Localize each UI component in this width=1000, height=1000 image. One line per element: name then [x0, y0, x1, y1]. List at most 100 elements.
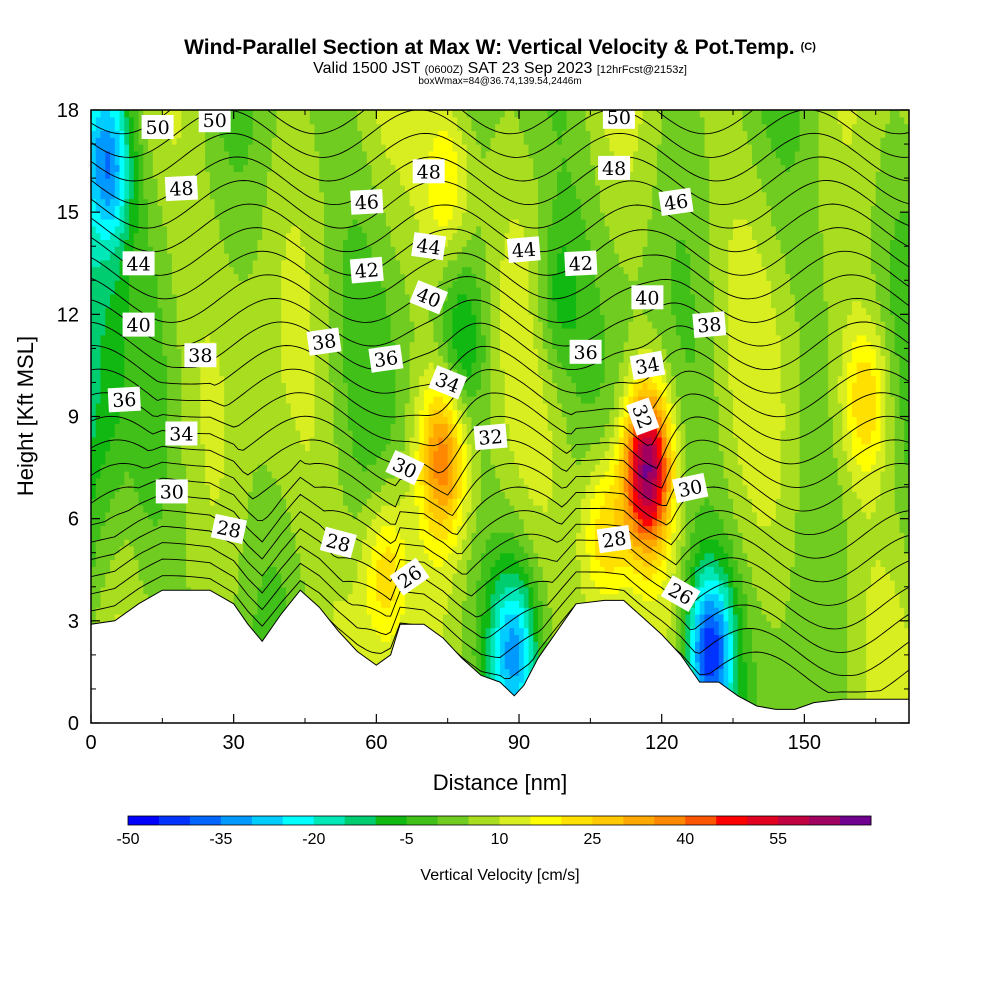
- w-cell: [209, 246, 216, 254]
- w-cell: [214, 552, 221, 561]
- w-cell: [276, 348, 282, 356]
- w-cell: [352, 566, 358, 574]
- w-cell: [257, 573, 263, 581]
- w-cell: [167, 307, 173, 315]
- w-cell: [252, 157, 259, 166]
- w-cell: [252, 171, 259, 179]
- w-cell: [281, 518, 287, 527]
- w-cell: [133, 246, 140, 254]
- w-cell: [228, 287, 235, 295]
- w-cell: [324, 164, 330, 172]
- w-cell: [281, 150, 287, 159]
- w-cell: [110, 450, 116, 458]
- w-cell: [200, 539, 206, 547]
- w-cell: [243, 586, 249, 595]
- w-cell: [148, 110, 154, 118]
- w-cell: [114, 212, 121, 220]
- w-cell: [181, 409, 187, 418]
- w-cell: [285, 579, 292, 588]
- w-cell: [195, 273, 201, 281]
- w-cell: [252, 348, 259, 356]
- w-cell: [257, 212, 263, 220]
- w-cell: [119, 355, 125, 363]
- w-cell: [247, 389, 254, 397]
- w-cell: [247, 314, 254, 322]
- w-cell: [319, 157, 325, 166]
- w-cell: [171, 314, 178, 322]
- w-cell: [186, 532, 192, 540]
- w-cell: [228, 566, 235, 574]
- w-cell: [262, 253, 268, 261]
- w-cell: [324, 573, 330, 581]
- w-cell: [262, 246, 268, 254]
- w-cell: [333, 368, 339, 377]
- w-cell: [238, 314, 244, 322]
- w-cell: [91, 443, 97, 452]
- w-cell: [343, 110, 349, 118]
- w-cell: [243, 614, 249, 622]
- w-cell: [295, 116, 301, 125]
- w-cell: [343, 307, 349, 315]
- w-cell: [171, 552, 178, 561]
- w-cell: [224, 266, 230, 275]
- w-cell: [176, 273, 182, 281]
- w-cell: [205, 259, 211, 268]
- w-cell: [148, 525, 154, 533]
- w-cell: [200, 477, 206, 486]
- w-cell: [133, 593, 140, 601]
- w-cell: [233, 457, 240, 465]
- w-cell: [228, 110, 235, 118]
- w-cell: [105, 375, 111, 384]
- w-cell: [228, 491, 235, 499]
- w-cell: [205, 375, 211, 384]
- w-cell: [110, 314, 116, 322]
- w-cell: [333, 518, 339, 527]
- w-cell: [133, 436, 140, 445]
- w-cell: [262, 620, 268, 629]
- w-cell: [333, 144, 339, 152]
- w-cell: [143, 423, 149, 431]
- w-cell: [328, 300, 335, 309]
- w-cell: [233, 116, 240, 125]
- w-cell: [124, 545, 130, 554]
- w-cell: [276, 436, 282, 445]
- w-cell: [290, 225, 297, 234]
- w-cell: [314, 171, 320, 179]
- w-cell: [352, 491, 358, 499]
- w-cell: [347, 266, 354, 275]
- w-cell: [252, 137, 259, 145]
- w-cell: [271, 225, 278, 234]
- w-cell: [95, 443, 102, 452]
- w-cell: [271, 178, 278, 186]
- forecast-info: [12hrFcst@2153z]: [596, 64, 687, 76]
- w-cell: [219, 232, 225, 241]
- w-cell: [324, 450, 330, 458]
- w-cell: [247, 416, 254, 424]
- w-cell: [262, 416, 268, 424]
- w-cell: [295, 212, 301, 220]
- w-cell: [271, 402, 278, 411]
- w-cell: [252, 144, 259, 152]
- w-cell: [205, 225, 211, 234]
- w-cell: [328, 355, 335, 363]
- w-cell: [181, 144, 187, 152]
- w-cell: [276, 518, 282, 527]
- w-cell: [266, 178, 273, 186]
- w-cell: [347, 246, 354, 254]
- w-cell: [95, 409, 102, 418]
- w-cell: [190, 368, 197, 377]
- w-cell: [295, 178, 301, 186]
- w-cell: [119, 184, 125, 193]
- w-cell: [190, 307, 197, 315]
- w-cell: [262, 273, 268, 281]
- w-cell: [148, 348, 154, 356]
- w-cell: [328, 178, 335, 186]
- w-cell: [233, 212, 240, 220]
- w-cell: [205, 470, 211, 479]
- w-cell: [343, 246, 349, 254]
- w-cell: [91, 123, 97, 132]
- w-cell: [200, 525, 206, 533]
- w-cell: [214, 362, 221, 370]
- w-cell: [190, 259, 197, 268]
- w-cell: [176, 164, 182, 172]
